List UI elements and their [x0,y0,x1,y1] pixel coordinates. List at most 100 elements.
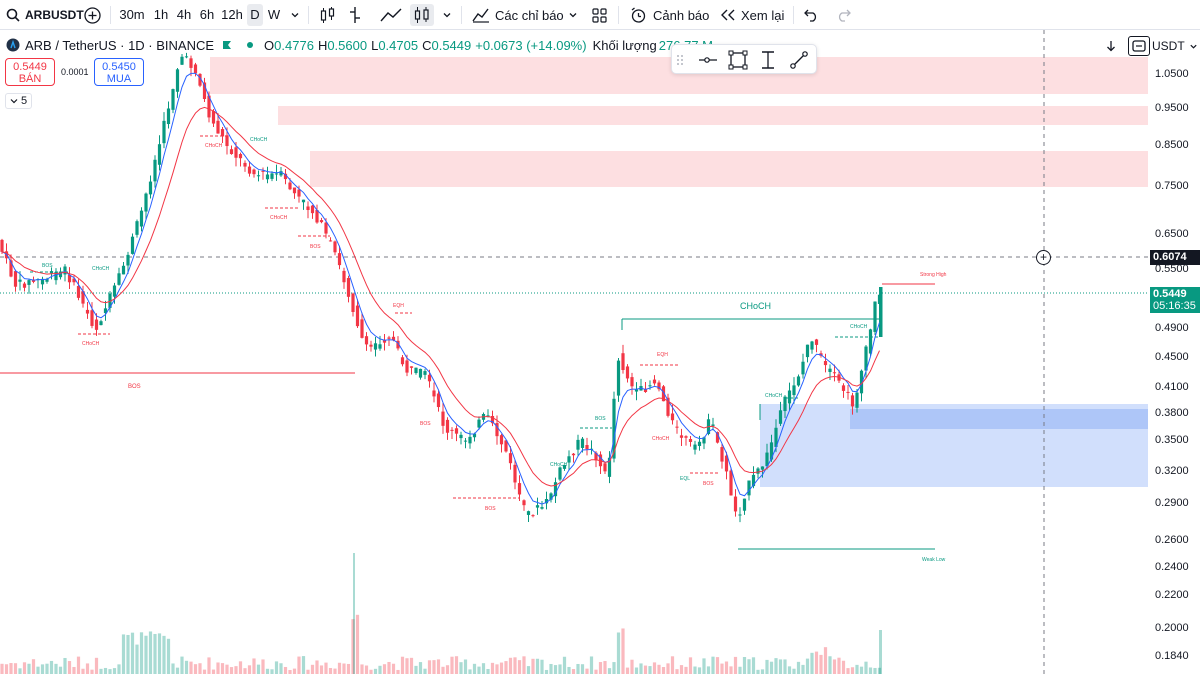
candle-body [859,370,864,394]
crosshair-add-button[interactable]: + [1036,250,1051,265]
buy-button[interactable]: 0.5450 MUA [94,58,144,86]
volume-bar [675,669,679,674]
candle-body [85,309,90,314]
volume-bar [67,661,72,674]
candle-body [90,310,94,326]
volume-bar [819,654,823,674]
volume-bar [85,663,90,674]
low-value: 0.4705 [378,37,419,53]
volume-bar [459,662,463,674]
rectangle-tool-icon[interactable] [728,50,748,70]
candle-chart-type-button[interactable] [410,4,434,26]
bar-countdown: 05:16:35 [1153,300,1196,312]
candle-body [675,426,679,428]
candle-body [301,199,306,203]
volume-bar [868,667,873,674]
candle-body [567,456,571,463]
trend-line-icon[interactable] [789,50,809,70]
candle-body [297,189,301,197]
candle-body [391,336,396,341]
candle-body [409,366,414,368]
indicators-toggle[interactable]: 5 [5,93,33,109]
choch-label: CHoCH [740,301,771,311]
volume-bar [171,663,175,674]
line-chart-type-button[interactable] [380,0,402,30]
drag-handle-icon[interactable] [675,50,685,70]
volume-bar [580,664,585,674]
timeframe-1h[interactable]: 1h [153,7,169,22]
candle-body [661,386,666,402]
timeframe-4h[interactable]: 4h [176,7,192,22]
timeframe-6h[interactable]: 6h [199,7,215,22]
flag-icon[interactable] [222,40,232,50]
price-tick: 0.4500 [1155,351,1189,363]
ohlc-bar-type-button[interactable] [348,0,362,30]
volume-bar [504,661,508,674]
volume-bar [553,665,558,674]
volume-bar [31,659,36,674]
sell-button[interactable]: 0.5449 BÁN [5,58,55,86]
volume-bar [288,669,292,674]
horizontal-ray-icon[interactable] [698,50,718,70]
candle-body [742,498,747,511]
price-tick: 0.1840 [1155,650,1189,662]
volume-bar [234,666,238,674]
redo-icon [838,9,851,22]
volume-bar [270,669,274,674]
candle-body [855,392,859,408]
scroll-down-button[interactable] [1100,36,1122,56]
volume-bar [450,656,454,674]
replay-button[interactable]: Xem lại [720,0,784,30]
timeframe-1w[interactable]: W [267,7,281,22]
chart-type-dropdown[interactable] [442,0,452,30]
price-chart[interactable]: CHoCH Strong High Weak Low BOS BOS BOS BOS BOS B… [0,30,1148,674]
redo-button[interactable] [836,0,851,30]
volume-bar [121,634,126,674]
currency-selector[interactable]: USDT [1152,36,1198,56]
symbol-search[interactable]: ARBUSDT [6,0,84,30]
layout-templates-button[interactable] [592,0,607,30]
candle-body [787,390,792,404]
indicators-dropdown[interactable] [568,0,578,30]
candle-body [418,368,423,378]
timeframe-30m[interactable]: 30m [119,7,145,22]
compare-symbol-button[interactable] [84,0,101,30]
volume-bar [499,662,504,674]
timeframe-dropdown[interactable] [290,0,300,30]
candle-body [216,120,220,134]
price-range-icon[interactable] [758,50,778,70]
candle-body [715,432,720,443]
volume-bar [337,662,342,674]
candle-body [729,470,733,496]
price-axis[interactable] [1148,60,1200,674]
bar-chart-type-button[interactable] [320,0,336,30]
candle-body [225,135,229,147]
volume-bar [828,656,832,674]
candle-body [441,411,445,426]
volume-bar [621,628,625,674]
arrow-down-icon [1107,41,1115,52]
alert-button[interactable]: Cảnh báo [630,0,709,30]
candle-body [270,173,274,179]
candle-body [571,453,576,456]
undo-button[interactable] [804,0,819,30]
indicators-button[interactable]: Các chỉ báo [472,0,564,30]
symbol-title[interactable]: ARB / TetherUS · 1D · BINANCE [25,37,215,53]
candle-body [436,393,441,408]
volume-bar [396,669,400,674]
candle-body [319,220,324,223]
timeframe-1d[interactable]: D [247,4,263,26]
timeframe-12h[interactable]: 12h [221,7,243,22]
auto-scale-button[interactable] [1128,36,1150,56]
candle-body [198,73,202,86]
candle-body [414,367,418,374]
candle-body [751,474,756,487]
candle-body [126,254,130,266]
bos-label: BOS [595,416,606,422]
candle-body [450,429,454,431]
candle-body [864,346,868,371]
candle-body [454,428,459,434]
volume-bar [648,666,652,674]
candle-body [54,272,58,281]
candle-body [733,496,738,512]
